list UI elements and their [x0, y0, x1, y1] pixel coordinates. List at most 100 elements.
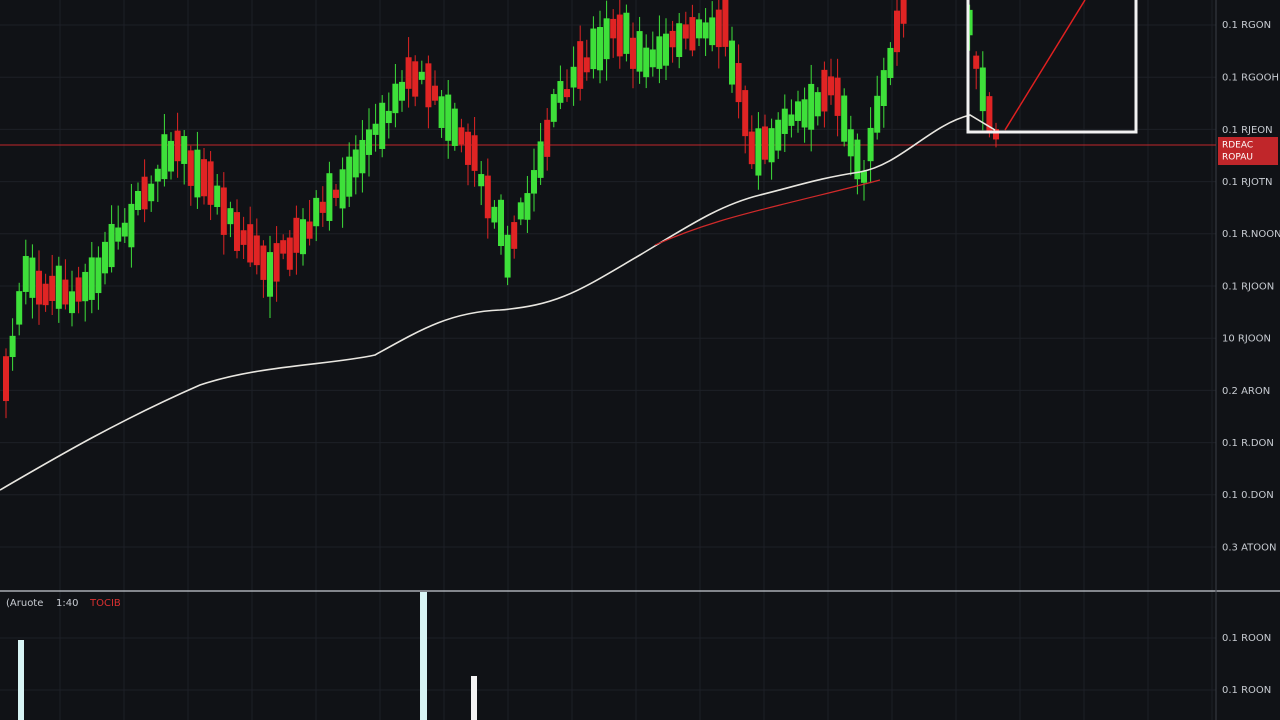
candle-body	[425, 63, 432, 108]
candle-body	[49, 275, 56, 301]
price-axis-label: 0.1 RJOON	[1222, 281, 1274, 292]
candle-body	[768, 128, 775, 163]
candle-body	[352, 149, 359, 178]
candle-body	[339, 169, 346, 209]
candle-body	[280, 240, 287, 254]
candle-body	[682, 24, 689, 39]
candle-body	[577, 41, 584, 89]
candle-body	[735, 63, 742, 103]
volume-bar	[18, 640, 24, 720]
candle-body	[29, 257, 36, 298]
candle-body	[88, 257, 95, 300]
candle-body	[715, 9, 722, 48]
candle-body	[22, 256, 29, 292]
candle-body	[854, 139, 861, 180]
candle-body	[319, 201, 326, 213]
candle-body	[108, 223, 115, 268]
candle-body	[550, 94, 557, 122]
candle-body	[412, 61, 419, 97]
candle-body	[154, 168, 161, 182]
price-axis-label: 0.1 RGOOH	[1222, 73, 1279, 84]
candle-body	[748, 131, 755, 165]
candle-body	[867, 127, 874, 162]
candle-body	[385, 110, 392, 124]
candle-body	[801, 99, 808, 128]
candle-body	[135, 190, 141, 211]
candle-body	[979, 67, 986, 112]
candle-body	[880, 70, 887, 106]
candle-body	[498, 199, 504, 246]
candle-body	[504, 234, 511, 278]
candle-body	[346, 156, 353, 197]
candle-body	[478, 174, 485, 187]
candle-body	[168, 140, 174, 172]
candle-body	[392, 83, 399, 114]
candle-body	[557, 81, 564, 103]
candle-body	[874, 95, 881, 133]
candle-body	[359, 139, 366, 174]
candle-body	[630, 37, 636, 69]
candle-body	[293, 217, 300, 253]
price-axis-label: 0.1 RJOTN	[1222, 177, 1272, 188]
trend-line	[1004, 0, 1086, 131]
candle-body	[894, 10, 900, 53]
volume-legend: 1:40	[56, 598, 78, 609]
moving-average-2	[654, 179, 881, 246]
candle-body	[861, 171, 867, 183]
volume-axis-label: 0.1 ROON	[1222, 685, 1271, 696]
candle-body	[227, 208, 234, 225]
candle-body	[531, 170, 537, 194]
candle-body	[465, 131, 471, 165]
candle-body	[148, 183, 155, 202]
candle-body	[207, 161, 214, 205]
candle-body	[742, 90, 749, 137]
candle-body	[3, 356, 9, 402]
price-axis: 0.1 RGON 0.1 RGOOH 0.1 RJEON 0.1 RJOTN 0.1 R…	[1222, 20, 1280, 696]
price-tag-text: RDEAC	[1222, 141, 1253, 151]
candle-body	[834, 77, 841, 116]
candle-body	[82, 271, 89, 302]
candle-body	[649, 49, 656, 68]
candle-body	[181, 136, 188, 164]
candle-body	[814, 92, 821, 117]
candle-body	[590, 28, 597, 70]
price-axis-label: 0.1 RGON	[1222, 20, 1271, 31]
candle-body	[451, 108, 458, 146]
candle-body	[781, 108, 788, 134]
candle-body	[445, 94, 452, 141]
price-axis-label: 0.3 ATOON	[1222, 542, 1276, 553]
price-axis-label: 0.2 ARON	[1222, 386, 1270, 397]
price-tag-text: ROPAU	[1222, 153, 1253, 163]
volume-bar	[471, 676, 477, 720]
candle-body	[247, 224, 254, 263]
candle-body	[603, 18, 610, 60]
candle-body	[187, 150, 194, 186]
candle-body	[709, 17, 716, 46]
candle-body	[511, 222, 518, 249]
candle-body	[828, 76, 834, 96]
candle-body	[656, 36, 663, 69]
candle-body	[55, 265, 62, 309]
price-axis-label: 0.1 0.DON	[1222, 490, 1274, 501]
candle-body	[537, 141, 544, 178]
candle-body	[636, 31, 643, 72]
candle-body	[75, 277, 82, 302]
moving-average	[0, 114, 996, 491]
candle-body	[300, 219, 306, 255]
candle-body	[696, 19, 702, 39]
volume-legend: TOCIB	[89, 598, 121, 609]
candles	[3, 0, 999, 419]
candle-body	[643, 47, 650, 78]
candle-body	[841, 95, 848, 142]
candle-body	[900, 0, 907, 24]
selection-box	[966, 0, 1138, 134]
candle-body	[313, 197, 320, 227]
candle-body	[141, 176, 148, 210]
candle-body	[128, 203, 135, 248]
candle-body	[847, 129, 854, 157]
candle-body	[267, 252, 273, 297]
candle-body	[821, 69, 828, 112]
candle-body	[544, 119, 551, 157]
candle-body	[121, 222, 128, 237]
